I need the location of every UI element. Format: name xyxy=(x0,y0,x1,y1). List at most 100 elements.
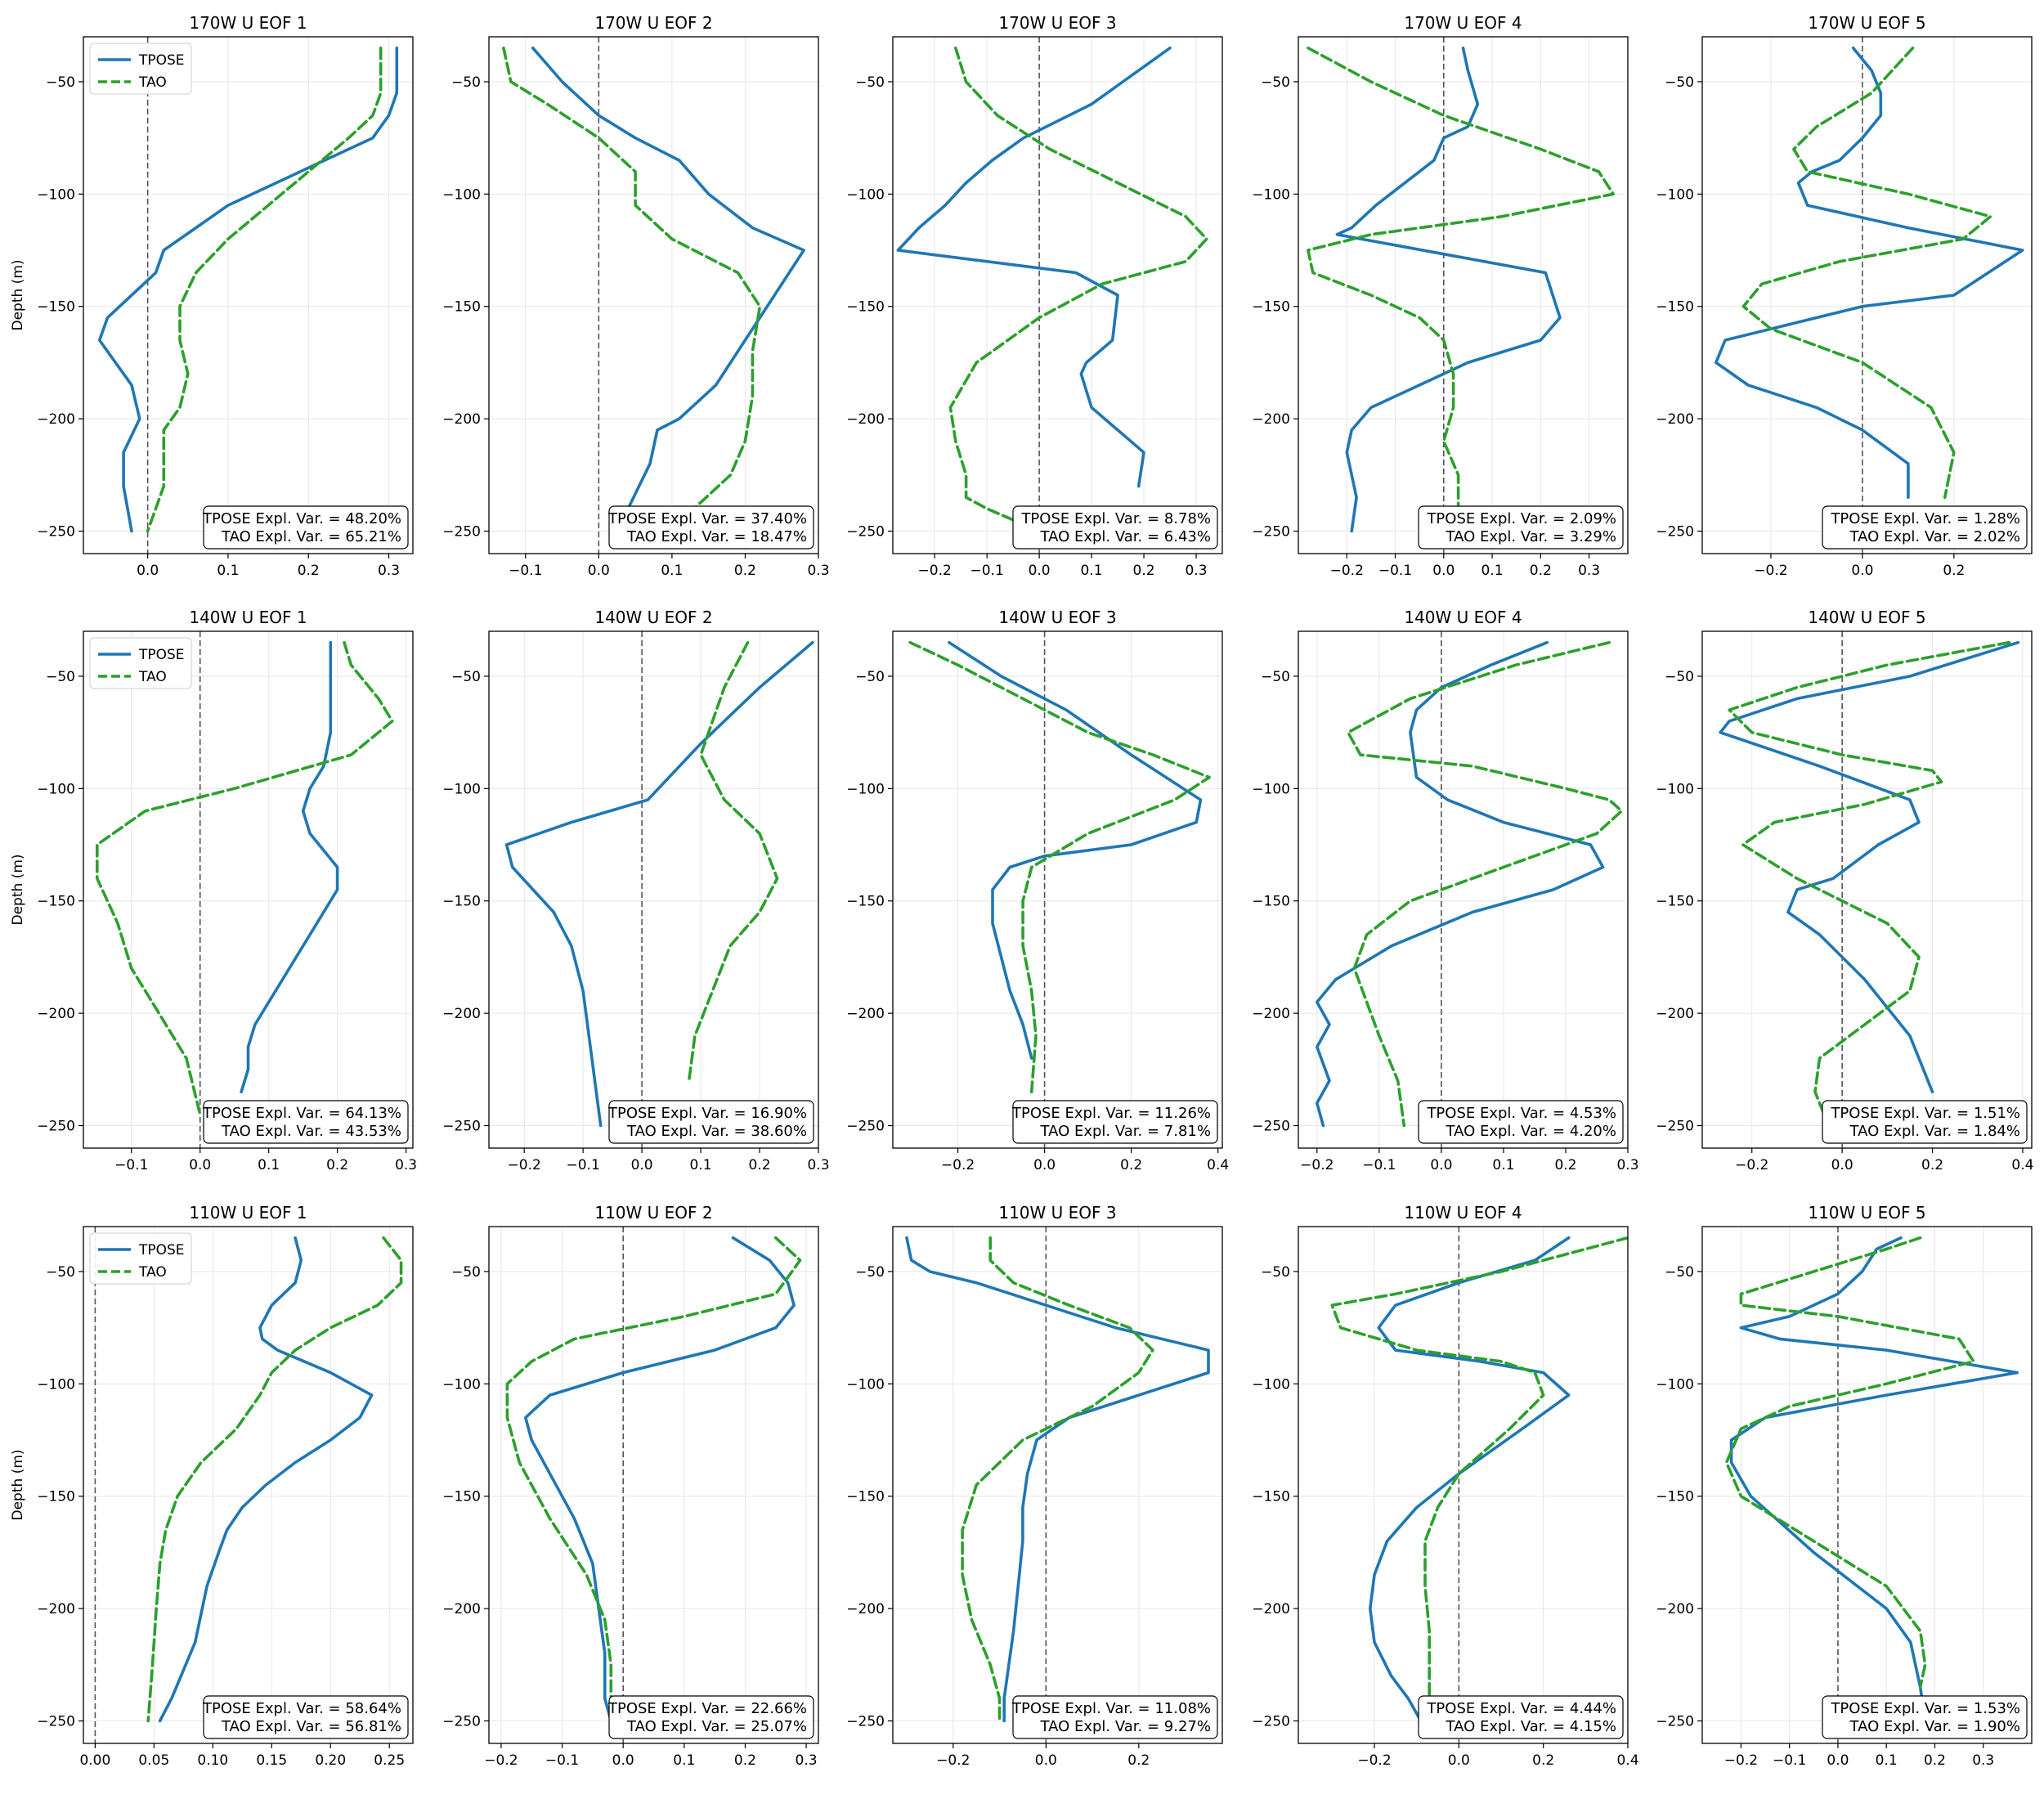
x-tick-label: −0.2 xyxy=(918,563,952,579)
panel-title: 140W U EOF 5 xyxy=(1808,608,1925,627)
x-tick-label: 0.2 xyxy=(1127,1752,1150,1769)
y-tick-label: −50 xyxy=(46,1264,75,1281)
tao-line xyxy=(1347,640,1624,1128)
x-tick-label: 0.2 xyxy=(749,1157,771,1173)
eof-panel: −0.2 0.0 0.2 0.4 −50 −100 −150 −200 −250 140W U E… xyxy=(846,608,1229,1173)
y-tick-label: −100 xyxy=(442,1376,481,1393)
panel-title: 170W U EOF 4 xyxy=(1404,13,1522,33)
y-tick-label: −150 xyxy=(37,894,75,910)
panel-title: 140W U EOF 2 xyxy=(594,608,712,627)
tpose-explained-variance: TPOSE Expl. Var. = 1.53% xyxy=(1830,1700,2020,1717)
axes-frame xyxy=(1701,1226,2033,1744)
legend-label: TPOSE xyxy=(138,52,185,69)
y-tick-label: −50 xyxy=(1261,669,1290,685)
legend-label: TAO xyxy=(138,669,167,685)
tpose-line xyxy=(896,46,1172,488)
y-tick-label: −200 xyxy=(442,1006,481,1022)
eof-panel: −0.2 −0.1 0.0 0.1 0.2 0.3 −50 −100 −150 −200 −250 1… xyxy=(442,608,829,1173)
y-tick-label: −250 xyxy=(442,524,481,541)
tao-line xyxy=(908,640,1211,1094)
x-tick-label: 0.00 xyxy=(79,1752,110,1769)
y-tick-label: −150 xyxy=(37,299,75,316)
y-tick-label: −50 xyxy=(46,669,75,685)
y-tick-label: −250 xyxy=(1656,524,1694,541)
x-tick-label: 0.0 xyxy=(631,1157,653,1173)
y-axis-label: Depth (m) xyxy=(10,259,26,330)
axes-frame xyxy=(1701,630,2033,1149)
x-tick-label: 0.1 xyxy=(1481,563,1504,579)
y-tick-label: −250 xyxy=(37,1119,75,1135)
x-tick-label: 0.0 xyxy=(1448,1752,1470,1769)
y-tick-label: −250 xyxy=(846,1714,885,1730)
x-tick-label: −0.2 xyxy=(1357,1752,1391,1769)
tao-explained-variance: TAO Expl. Var. = 4.20% xyxy=(1445,1123,1616,1140)
y-tick-label: −150 xyxy=(1252,299,1290,316)
x-tick-label: 0.2 xyxy=(326,1157,348,1173)
y-axis-label: Depth (m) xyxy=(10,1449,26,1520)
x-tick-label: 0.1 xyxy=(661,563,683,579)
tao-line xyxy=(1330,1236,1628,1723)
eof-panel: −0.2 −0.1 0.0 0.1 0.2 0.3 −50 −100 −150 −200 −250 1… xyxy=(1252,13,1629,579)
x-tick-label: 0.1 xyxy=(1876,1752,1898,1769)
y-tick-label: −200 xyxy=(1252,1601,1290,1617)
x-tick-label: 0.0 xyxy=(588,563,610,579)
x-tick-label: −0.2 xyxy=(1300,1157,1334,1173)
x-tick-label: 0.0 xyxy=(1432,563,1455,579)
x-tick-label: 0.2 xyxy=(734,1752,756,1769)
y-tick-label: −150 xyxy=(37,1489,75,1505)
x-tick-label: 0.2 xyxy=(1924,1752,1946,1769)
y-tick-label: −100 xyxy=(1252,781,1290,797)
eof-panel: −0.2 0.0 0.2 0.4 −50 −100 −150 −200 −250 140W U E… xyxy=(1656,608,2033,1173)
x-tick-label: −0.2 xyxy=(936,1752,970,1769)
tao-line xyxy=(146,46,383,533)
y-tick-label: −100 xyxy=(442,781,481,797)
x-tick-label: 0.4 xyxy=(1616,1752,1638,1769)
x-tick-label: 0.0 xyxy=(1029,563,1051,579)
x-tick-label: −0.2 xyxy=(1330,563,1364,579)
x-tick-label: −0.2 xyxy=(1754,563,1787,579)
x-tick-label: −0.1 xyxy=(970,563,1004,579)
explained-variance-box xyxy=(1822,1695,2028,1739)
x-tick-label: −0.1 xyxy=(1378,563,1412,579)
tpose-explained-variance: TPOSE Expl. Var. = 64.13% xyxy=(202,1105,401,1122)
x-tick-label: 0.0 xyxy=(1035,1752,1057,1769)
panel-title: 170W U EOF 5 xyxy=(1808,13,1925,33)
axes-frame xyxy=(1298,1226,1629,1744)
tao-line xyxy=(1307,46,1615,510)
eof-panel: −0.2 0.0 0.2 −50 −100 −150 −200 −250 110W U EOF … xyxy=(846,1203,1223,1769)
explained-variance-box xyxy=(1418,505,1624,550)
y-tick-label: −150 xyxy=(846,299,885,316)
x-tick-label: −0.1 xyxy=(567,1157,600,1173)
explained-variance-box xyxy=(608,1695,814,1739)
explained-variance-box xyxy=(1012,505,1218,550)
eof-panel: −0.2 −0.1 0.0 0.1 0.2 0.3 −50 −100 −150 −200 −250 1… xyxy=(442,1203,819,1769)
tao-line xyxy=(96,640,394,1116)
y-tick-label: −50 xyxy=(1665,1264,1694,1281)
tao-explained-variance: TAO Expl. Var. = 7.81% xyxy=(1039,1123,1211,1140)
y-tick-label: −200 xyxy=(1656,1006,1694,1022)
tao-explained-variance: TAO Expl. Var. = 3.29% xyxy=(1445,528,1616,545)
tao-explained-variance: TAO Expl. Var. = 9.27% xyxy=(1039,1718,1211,1735)
y-tick-label: −150 xyxy=(442,1489,481,1505)
x-tick-label: 0.0 xyxy=(1827,1752,1849,1769)
panel-title: 110W U EOF 1 xyxy=(189,1203,307,1223)
tpose-explained-variance: TPOSE Expl. Var. = 4.44% xyxy=(1426,1700,1616,1717)
explained-variance-box xyxy=(1012,1100,1218,1144)
tpose-line xyxy=(97,46,399,533)
y-tick-label: −200 xyxy=(1656,1601,1694,1617)
tao-line xyxy=(505,1236,802,1712)
y-tick-label: −150 xyxy=(1656,894,1694,910)
x-tick-label: 0.1 xyxy=(673,1752,695,1769)
tpose-explained-variance: TPOSE Expl. Var. = 16.90% xyxy=(607,1105,807,1122)
x-tick-label: −0.1 xyxy=(545,1752,579,1769)
tao-line xyxy=(1741,46,1992,500)
explained-variance-box xyxy=(1418,1100,1624,1144)
y-tick-label: −250 xyxy=(442,1714,481,1730)
y-tick-label: −150 xyxy=(442,894,481,910)
tao-explained-variance: TAO Expl. Var. = 2.02% xyxy=(1849,528,2020,545)
explained-variance-box xyxy=(203,1695,409,1739)
panel-title: 140W U EOF 1 xyxy=(189,608,307,627)
y-tick-label: −250 xyxy=(1656,1714,1694,1730)
y-tick-label: −100 xyxy=(846,186,885,203)
tao-explained-variance: TAO Expl. Var. = 43.53% xyxy=(221,1123,401,1140)
